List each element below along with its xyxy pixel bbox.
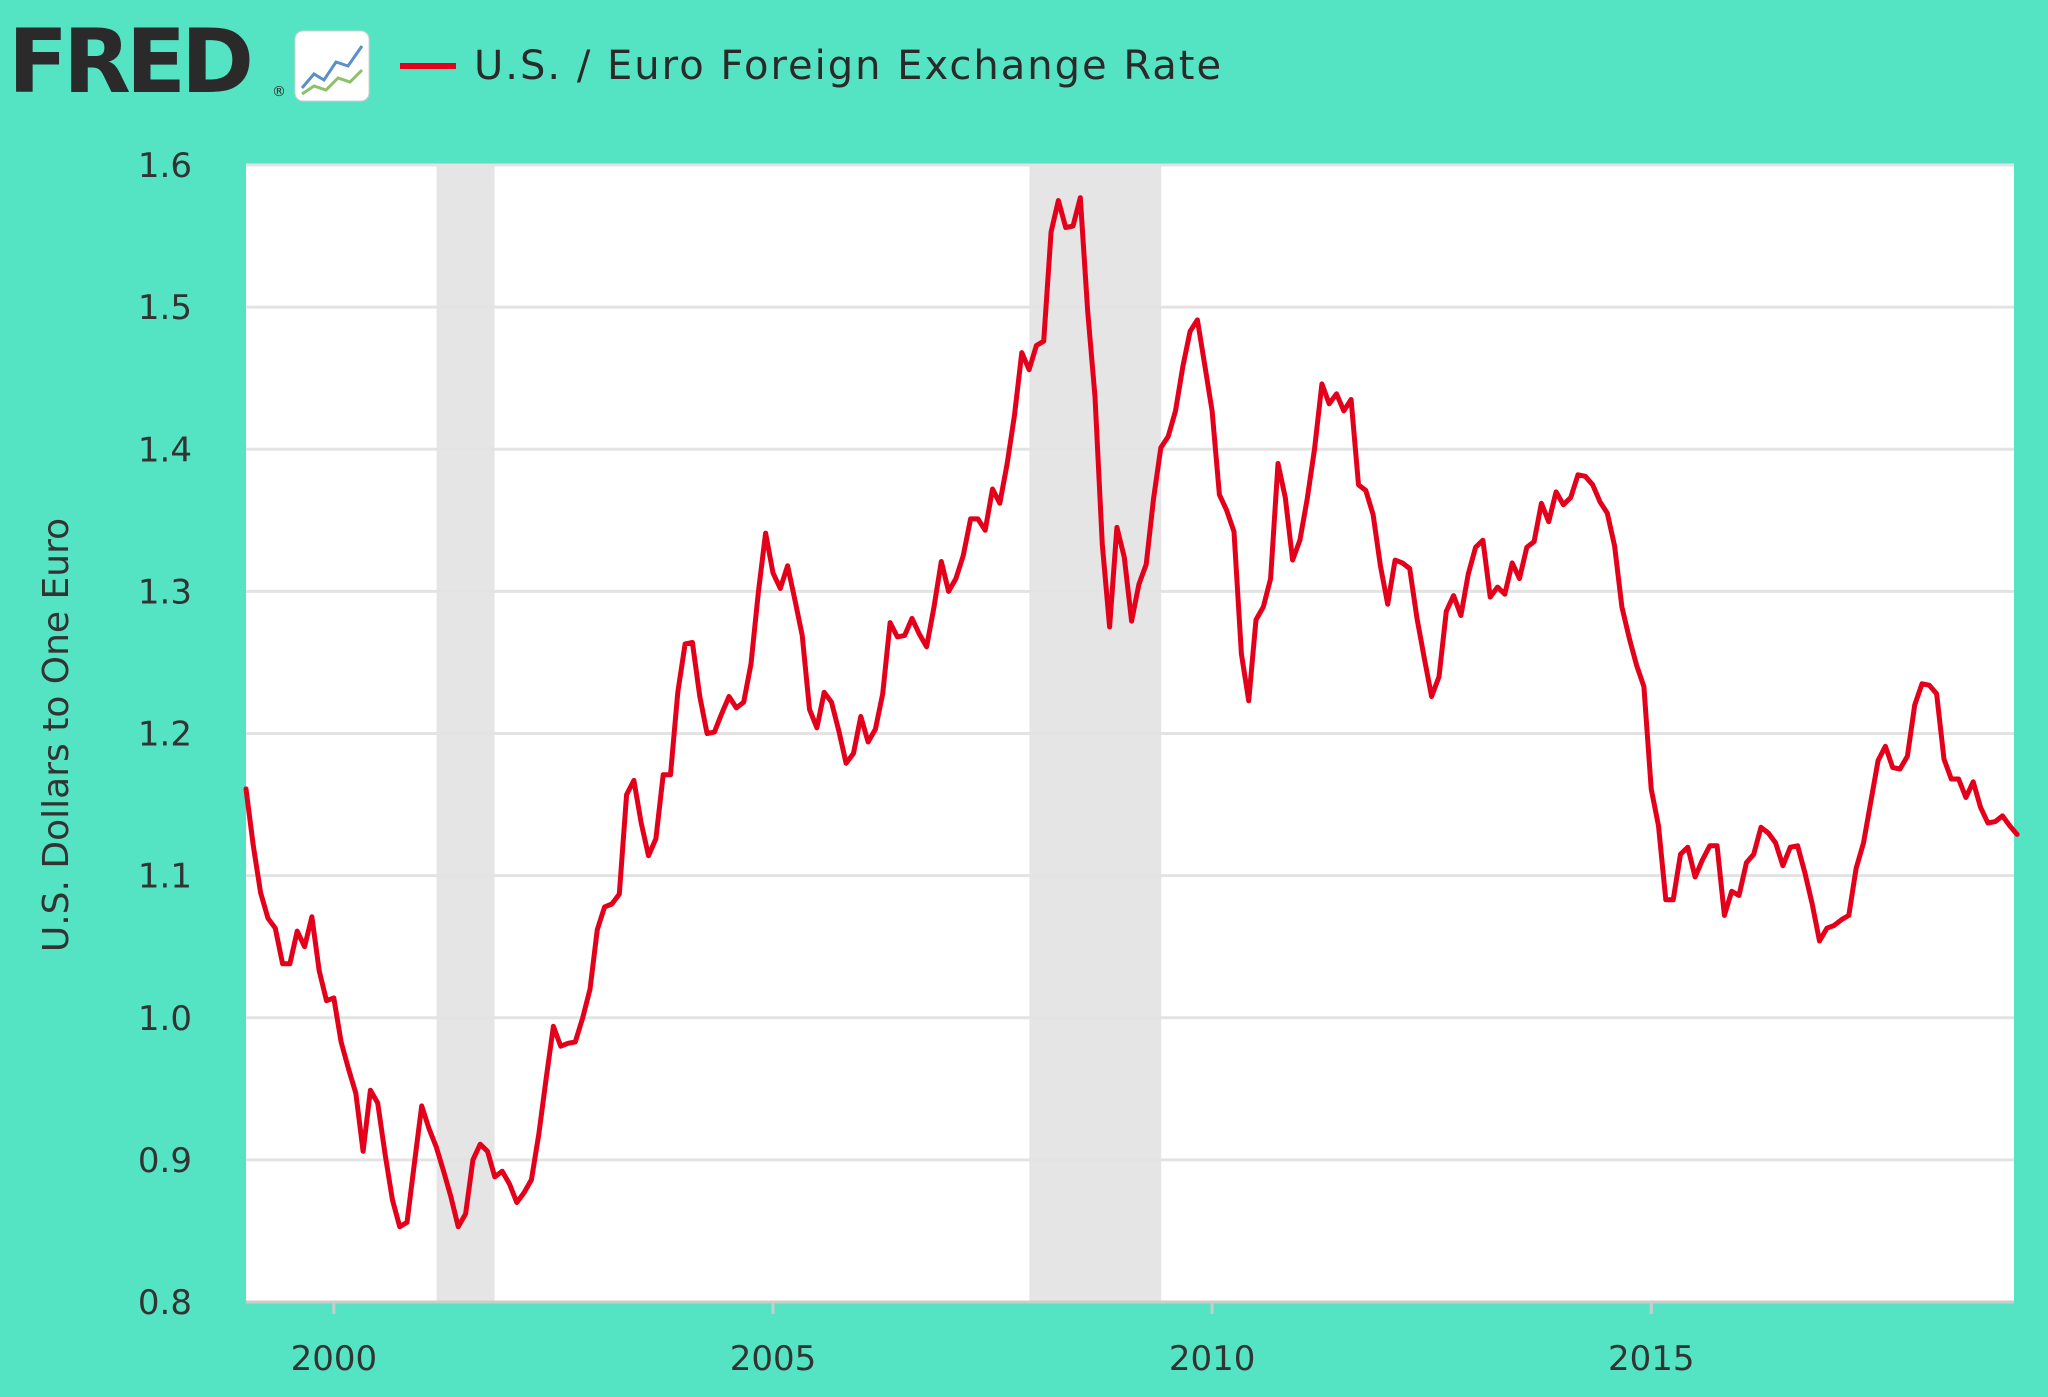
fred-graph-icon [294,30,370,102]
x-tick-label-2015: 2015 [1608,1339,1695,1379]
fred-registered-mark: ® [272,84,286,100]
x-tick-label-2010: 2010 [1169,1339,1256,1379]
x-tick-label-2005: 2005 [730,1339,817,1379]
header: FRED ® U.S. / Euro Foreign Exchange Rate [0,0,2048,130]
series-line-1 [243,195,2020,1230]
y-tick-label-1.3: 1.3 [138,572,192,612]
y-tick-label-1.1: 1.1 [138,857,192,897]
legend-swatch [400,63,456,69]
y-tick-label-1.4: 1.4 [138,430,192,470]
y-axis: 0.8 0.9 1.0 1.1 1.2 1.3 1.4 1.5 1.6 [138,146,192,1323]
fred-logo[interactable]: FRED [8,10,254,113]
y-axis-title: U.S. Dollars to One Euro [36,518,77,952]
y-tick-label-1.6: 1.6 [138,146,192,186]
y-tick-label-1.5: 1.5 [138,288,192,328]
y-tick-label-1.0: 1.0 [138,999,192,1039]
series [243,195,2020,1230]
y-tick-label-0.8: 0.8 [138,1283,192,1323]
legend: U.S. / Euro Foreign Exchange Rate [400,38,1223,94]
x-tick-label-2000: 2000 [291,1339,378,1379]
legend-label: U.S. / Euro Foreign Exchange Rate [474,43,1224,89]
x-axis: 2000 2005 2010 2015 [246,1300,2014,1379]
y-tick-label-0.9: 0.9 [138,1141,192,1181]
y-tick-label-1.2: 1.2 [138,715,192,755]
